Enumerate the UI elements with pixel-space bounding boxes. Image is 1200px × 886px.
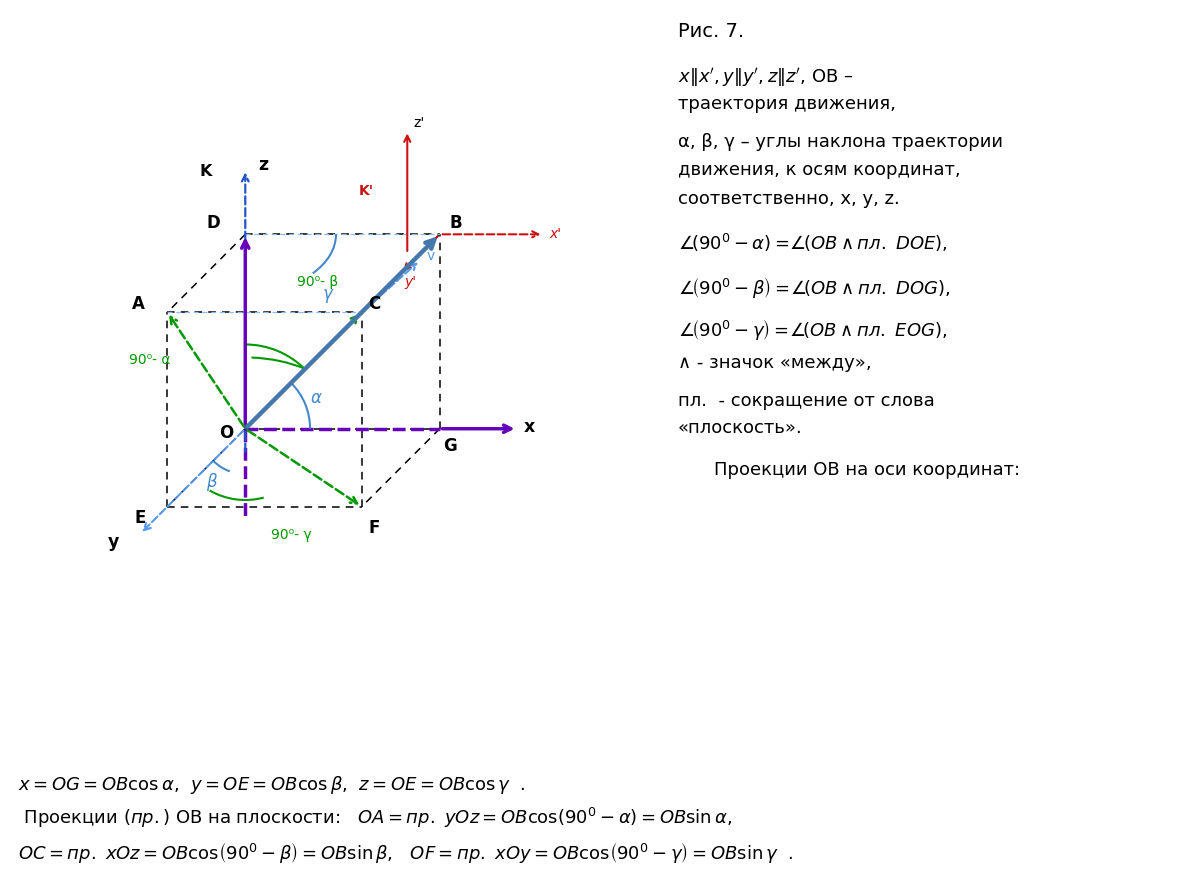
Text: β: β bbox=[206, 473, 217, 491]
Text: «плоскость».: «плоскость». bbox=[678, 419, 803, 437]
Text: Проекции ($пр.$) ОВ на плоскости:   $OA = пр.\ yOz = OB\cos\!\left(90^0-\alpha\r: Проекции ($пр.$) ОВ на плоскости: $OA = … bbox=[18, 806, 732, 830]
Text: v: v bbox=[426, 249, 434, 263]
Text: x': x' bbox=[550, 227, 562, 241]
Text: γ: γ bbox=[323, 285, 332, 303]
Text: 90⁰- γ: 90⁰- γ bbox=[271, 528, 312, 542]
Text: пл.  - сокращение от слова: пл. - сокращение от слова bbox=[678, 392, 935, 409]
Text: ∧ - значок «между»,: ∧ - значок «между», bbox=[678, 354, 871, 372]
Text: F: F bbox=[368, 518, 379, 537]
Text: движения, к осям координат,: движения, к осям координат, bbox=[678, 161, 961, 179]
Text: $x \| x', y \| y', z \| z'$, ОВ –: $x \| x', y \| y', z \| z'$, ОВ – bbox=[678, 66, 853, 89]
Text: $\angle\!\left(90^0-\alpha\right)=\!\angle\!\left(OB\wedge\mathit{пл.\ DOE}\righ: $\angle\!\left(90^0-\alpha\right)=\!\ang… bbox=[678, 232, 948, 254]
Text: O: O bbox=[220, 424, 234, 442]
Text: K: K bbox=[200, 164, 212, 179]
Text: 90⁰- β: 90⁰- β bbox=[298, 276, 338, 289]
Text: C: C bbox=[368, 295, 380, 313]
Text: E: E bbox=[134, 509, 146, 527]
Text: $x = OG = OB\cos\alpha$,  $y = OE = OB\cos\beta$,  $z = OE = OB\cos\gamma$  .: $x = OG = OB\cos\alpha$, $y = OE = OB\co… bbox=[18, 774, 526, 797]
Text: G: G bbox=[443, 438, 457, 455]
Text: $OC = пр.\ xOz = OB\cos\!\left(90^0-\beta\right)=OB\sin\beta$,   $OF = пр.\ xOy : $OC = пр.\ xOz = OB\cos\!\left(90^0-\bet… bbox=[18, 840, 793, 865]
Text: $\angle\!\left(90^0-\beta\right)=\!\angle\!\left(OB\wedge\mathit{пл.\ DOG}\right: $\angle\!\left(90^0-\beta\right)=\!\angl… bbox=[678, 275, 950, 299]
Text: z': z' bbox=[414, 116, 425, 130]
Text: z: z bbox=[258, 156, 269, 174]
Text: A: A bbox=[132, 295, 145, 313]
Text: $\angle\!\left(90^0-\gamma\right)=\!\angle\!\left(OB\wedge\mathit{пл.\ EOG}\righ: $\angle\!\left(90^0-\gamma\right)=\!\ang… bbox=[678, 317, 947, 342]
Text: B: B bbox=[449, 214, 462, 232]
Text: α, β, γ – углы наклона траектории: α, β, γ – углы наклона траектории bbox=[678, 133, 1003, 151]
Text: Рис. 7.: Рис. 7. bbox=[678, 22, 744, 41]
Text: y: y bbox=[108, 532, 119, 551]
Text: D: D bbox=[206, 214, 220, 232]
Text: K': K' bbox=[359, 184, 374, 198]
Text: Проекции ОВ на оси координат:: Проекции ОВ на оси координат: bbox=[714, 461, 1020, 478]
Text: соответственно, x, y, z.: соответственно, x, y, z. bbox=[678, 190, 900, 207]
Text: y': y' bbox=[404, 276, 416, 289]
Text: траектория движения,: траектория движения, bbox=[678, 95, 896, 113]
Text: x: x bbox=[524, 418, 535, 436]
Text: α: α bbox=[310, 389, 322, 407]
Text: 90⁰- α: 90⁰- α bbox=[128, 353, 170, 367]
